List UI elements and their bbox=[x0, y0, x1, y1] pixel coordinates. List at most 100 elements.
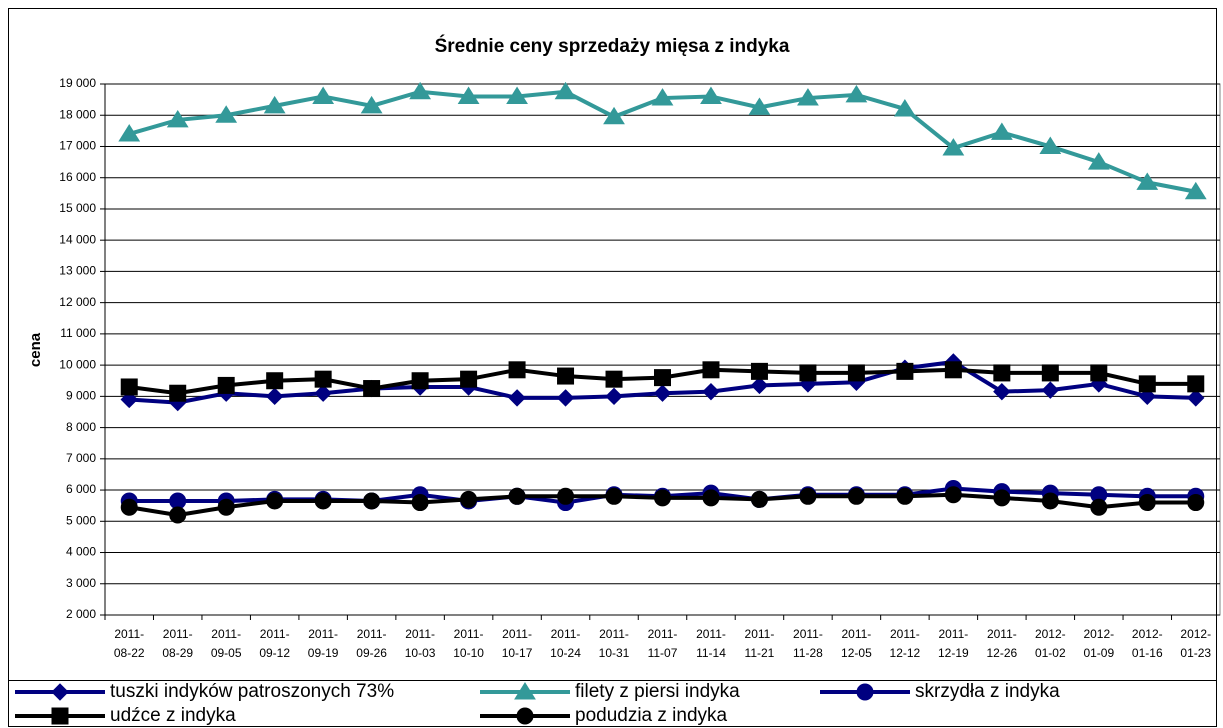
data-point bbox=[1187, 375, 1205, 393]
legend-marker bbox=[514, 682, 536, 700]
data-point bbox=[265, 387, 284, 406]
x-tick-label: 2011-12-12 bbox=[889, 627, 921, 660]
data-point bbox=[993, 364, 1011, 382]
x-tick-label: 2011-11-28 bbox=[793, 627, 823, 660]
data-point bbox=[1041, 364, 1059, 382]
data-point bbox=[702, 489, 720, 507]
y-tick-label: 17 000 bbox=[59, 139, 96, 153]
x-tick-label: 2011-10-03 bbox=[404, 627, 436, 660]
data-point bbox=[603, 106, 625, 125]
data-point bbox=[799, 364, 817, 382]
data-point bbox=[217, 498, 235, 516]
y-tick-label: 7 000 bbox=[66, 451, 96, 465]
data-point bbox=[847, 487, 865, 505]
data-point bbox=[460, 370, 478, 388]
y-tick-label: 15 000 bbox=[59, 201, 96, 215]
x-tick-label: 2012-01-23 bbox=[1180, 627, 1212, 660]
data-point bbox=[1090, 364, 1108, 382]
y-tick-label: 11 000 bbox=[60, 326, 96, 340]
data-point bbox=[990, 122, 1013, 140]
data-point bbox=[314, 370, 332, 388]
x-tick-label: 2012-01-02 bbox=[1034, 627, 1066, 660]
data-point bbox=[1041, 492, 1059, 510]
data-point bbox=[215, 105, 238, 123]
data-point bbox=[120, 498, 138, 516]
data-point bbox=[457, 86, 480, 104]
x-tick-label: 2011-09-19 bbox=[307, 627, 339, 660]
legend-label: udźce z indyka bbox=[110, 705, 236, 726]
legend-marker bbox=[51, 683, 69, 701]
data-point bbox=[1039, 136, 1062, 154]
data-point bbox=[750, 376, 769, 395]
chart-border bbox=[8, 8, 1217, 727]
chart-title: Średnie ceny sprzedaży mięsa z indyka bbox=[435, 35, 790, 57]
legend-label: tuszki indyków patroszonych 73% bbox=[110, 681, 394, 702]
data-point bbox=[169, 384, 187, 402]
data-point bbox=[166, 109, 189, 128]
y-tick-label: 4 000 bbox=[66, 545, 96, 559]
data-point bbox=[314, 492, 332, 510]
data-point bbox=[944, 361, 962, 379]
data-point bbox=[605, 487, 623, 505]
data-point bbox=[557, 487, 575, 505]
data-point bbox=[942, 138, 965, 156]
data-point bbox=[700, 86, 722, 104]
data-point bbox=[508, 361, 526, 379]
data-point bbox=[1138, 375, 1156, 393]
y-tick-label: 18 000 bbox=[59, 107, 96, 121]
data-point bbox=[750, 362, 768, 380]
x-tick-label: 2011-09-12 bbox=[259, 627, 291, 660]
data-point bbox=[944, 486, 962, 504]
data-point bbox=[651, 88, 674, 106]
y-tick-label: 2 000 bbox=[66, 607, 96, 621]
data-point bbox=[847, 364, 865, 382]
data-point bbox=[993, 382, 1011, 401]
legend-label: skrzydła z indyka bbox=[915, 681, 1060, 702]
data-point bbox=[556, 389, 575, 407]
x-tick-label: 2011-09-05 bbox=[210, 627, 242, 660]
data-point bbox=[653, 384, 672, 402]
data-point bbox=[797, 88, 819, 106]
data-point bbox=[363, 380, 381, 398]
x-tick-label: 2011-10-24 bbox=[550, 627, 581, 660]
legend-label: podudzia z indyka bbox=[575, 705, 728, 726]
data-point bbox=[1187, 494, 1205, 512]
legend-marker bbox=[516, 707, 534, 725]
data-point bbox=[1087, 152, 1110, 170]
data-point bbox=[460, 490, 478, 508]
x-tick-label: 2011-11-07 bbox=[647, 627, 678, 660]
x-tick-label: 2012-01-16 bbox=[1131, 627, 1163, 660]
data-point bbox=[506, 86, 528, 104]
x-tick-label: 2011-08-22 bbox=[113, 627, 145, 660]
y-tick-label: 5 000 bbox=[66, 513, 96, 527]
data-point bbox=[266, 492, 284, 510]
data-point bbox=[654, 489, 671, 507]
data-point bbox=[411, 372, 429, 390]
x-tick-label: 2011-12-26 bbox=[986, 627, 1018, 660]
data-point bbox=[750, 490, 768, 508]
x-tick-label: 2011-12-19 bbox=[938, 627, 969, 660]
y-tick-label: 16 000 bbox=[59, 170, 96, 184]
data-point bbox=[896, 487, 914, 505]
data-point bbox=[314, 384, 332, 402]
legend-marker bbox=[856, 683, 874, 701]
data-point bbox=[411, 494, 429, 512]
y-axis-label: cena bbox=[27, 332, 44, 367]
data-point bbox=[508, 389, 526, 407]
data-point bbox=[508, 487, 526, 505]
data-point bbox=[1187, 389, 1205, 407]
data-point bbox=[702, 382, 720, 401]
data-point bbox=[360, 95, 383, 114]
data-point bbox=[845, 84, 868, 103]
x-tick-label: 2011-08-29 bbox=[162, 627, 194, 660]
data-point bbox=[799, 487, 817, 505]
y-tick-label: 14 000 bbox=[59, 232, 96, 246]
data-point bbox=[702, 361, 720, 379]
data-point bbox=[1184, 181, 1207, 200]
y-tick-label: 12 000 bbox=[59, 295, 96, 309]
data-point bbox=[363, 492, 381, 510]
data-point bbox=[654, 369, 671, 387]
data-point bbox=[266, 372, 284, 390]
